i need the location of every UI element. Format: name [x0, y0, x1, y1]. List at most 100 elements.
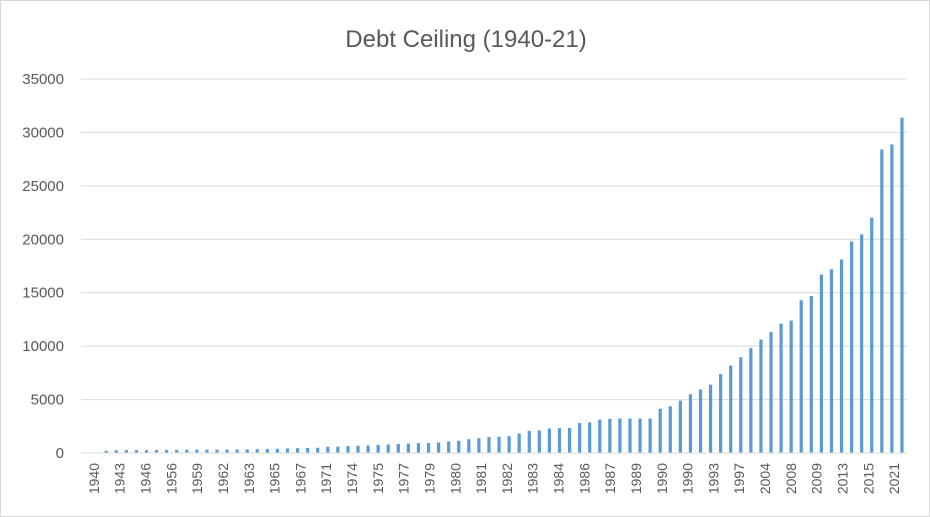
x-tick-label: 1989 [628, 463, 644, 494]
x-tick-label: 1980 [447, 463, 463, 494]
bar [537, 430, 541, 453]
x-tick-label: 1975 [370, 463, 386, 494]
bar [306, 447, 310, 453]
bar [225, 449, 229, 453]
y-tick-label: 35000 [22, 71, 64, 88]
x-axis-tick-labels: 1940 1943 1946 1956 1959 1962 1963 1965 1967 1971… [86, 463, 902, 494]
x-tick-label: 1979 [421, 463, 437, 494]
bar [668, 406, 672, 453]
bar [870, 217, 874, 453]
bar [165, 449, 169, 453]
bar [860, 234, 864, 453]
x-tick-label: 1940 [86, 463, 102, 494]
bar [497, 436, 501, 453]
bar [326, 446, 330, 453]
bar [517, 433, 521, 453]
chart-title: Debt Ceiling (1940-21) [345, 26, 586, 53]
x-tick-label: 1977 [396, 463, 412, 494]
bar [154, 449, 159, 453]
x-tick-label: 1990 [680, 463, 696, 494]
x-tick-label: 1990 [654, 463, 670, 494]
gridlines [81, 78, 907, 401]
bar [175, 449, 179, 453]
x-tick-label: 1974 [344, 463, 360, 494]
bar [739, 357, 743, 453]
bar [134, 450, 139, 453]
y-tick-label: 15000 [22, 285, 64, 302]
bar [295, 448, 300, 453]
x-tick-label: 2015 [860, 463, 876, 494]
bar [195, 449, 199, 453]
bar [658, 408, 662, 453]
bar [779, 323, 783, 453]
bar [578, 423, 582, 453]
y-tick-label: 20000 [22, 231, 64, 248]
bar [406, 443, 410, 453]
bar [678, 400, 682, 453]
bar [245, 449, 249, 453]
y-tick-label: 25000 [22, 178, 64, 195]
bar [749, 348, 753, 453]
x-tick-label: 1984 [551, 463, 567, 494]
bar [316, 447, 320, 453]
bar [648, 418, 652, 453]
bar [114, 450, 118, 453]
x-tick-label: 1965 [267, 463, 283, 494]
bar [799, 300, 803, 453]
bar [426, 443, 431, 453]
x-tick-label: 2009 [809, 463, 825, 494]
bar [900, 117, 904, 454]
x-tick-label: 1946 [138, 463, 154, 494]
x-tick-label: 1962 [215, 463, 231, 494]
bar [849, 241, 854, 453]
bar [698, 389, 703, 453]
bar [346, 446, 350, 453]
bar [366, 445, 370, 453]
bar [436, 442, 441, 453]
bar [285, 448, 290, 453]
bar [638, 418, 642, 453]
bar [809, 295, 813, 453]
bar [618, 418, 622, 453]
bar [144, 450, 149, 453]
bar [688, 394, 693, 453]
bar [789, 320, 793, 453]
bar [457, 440, 461, 453]
x-tick-label: 1956 [163, 463, 179, 494]
bar [839, 259, 844, 453]
bar [588, 422, 592, 453]
bar [729, 365, 733, 453]
bar [507, 436, 511, 453]
bar [557, 428, 562, 453]
bar [275, 448, 280, 453]
x-tick-label: 1981 [473, 463, 489, 494]
bar [769, 332, 773, 453]
bar [104, 450, 108, 453]
x-tick-label: 1997 [731, 463, 747, 494]
x-tick-label: 2004 [757, 463, 773, 494]
y-tick-label: 30000 [22, 124, 64, 141]
bar [255, 449, 259, 453]
bar [880, 149, 884, 453]
bar [819, 274, 823, 453]
bar [396, 444, 400, 453]
x-tick-label: 1993 [705, 463, 721, 494]
bar [719, 374, 723, 453]
bar [124, 450, 128, 453]
x-tick-label: 1967 [292, 463, 308, 494]
bar [386, 444, 390, 453]
bar [628, 418, 632, 453]
y-tick-label: 10000 [22, 338, 64, 355]
bar [829, 269, 834, 453]
bar [598, 419, 602, 453]
bar [547, 428, 552, 453]
bar [708, 384, 713, 453]
x-tick-label: 1943 [112, 463, 128, 494]
x-tick-label: 2013 [834, 463, 850, 494]
y-tick-label: 5000 [31, 392, 64, 409]
bar [185, 449, 189, 453]
x-tick-label: 2021 [886, 463, 902, 494]
y-axis-tick-labels: 0 5000 10000 15000 20000 25000 30000 35000 [22, 71, 64, 462]
x-tick-label: 2008 [783, 463, 799, 494]
